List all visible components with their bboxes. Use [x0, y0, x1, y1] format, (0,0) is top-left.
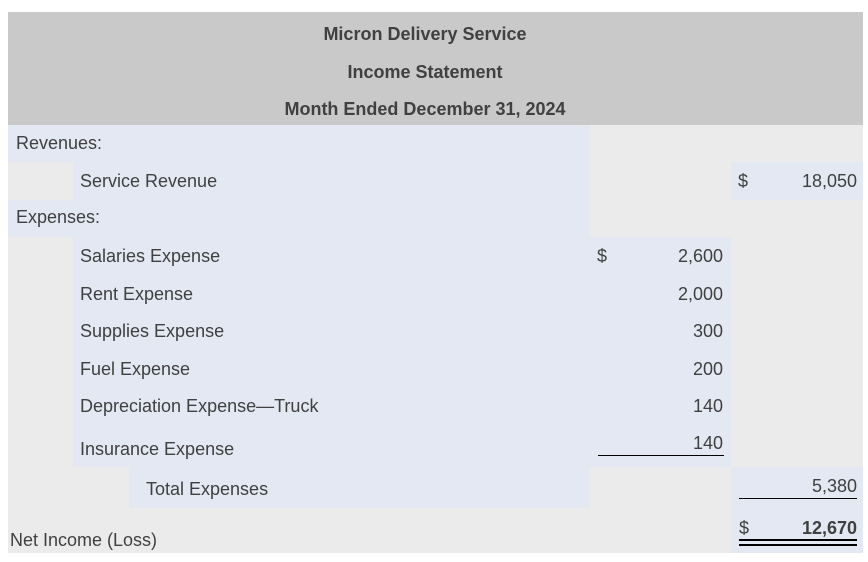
net-income-amount: 12,670	[801, 518, 857, 538]
expense-label-insurance: Insurance Expense	[80, 439, 235, 459]
expense-currency-salaries: $	[597, 246, 608, 266]
service-revenue-label-cell: Service Revenue	[73, 162, 590, 200]
total-expenses-amount-cell: 5,380 $ 12,670	[731, 467, 863, 553]
expense-label-rent: Rent Expense	[80, 284, 194, 304]
revenues-heading-cell: Revenues:	[8, 125, 590, 162]
statement-header: Micron Delivery Service Income Statement…	[8, 12, 863, 125]
expenses-heading-cell: Expenses:	[8, 200, 590, 237]
statement-period: Month Ended December 31, 2024	[284, 99, 566, 119]
income-statement: Micron Delivery Service Income Statement…	[8, 12, 863, 553]
total-expenses-amount: 5,380	[811, 476, 857, 496]
expense-amount-rent: 2,000	[677, 284, 723, 304]
statement-title: Income Statement	[347, 62, 503, 82]
expense-amounts-block	[590, 237, 731, 467]
expense-amount-fuel: 200	[692, 359, 723, 379]
expense-amount-supplies: 300	[692, 321, 723, 341]
revenues-heading: Revenues:	[16, 133, 103, 153]
expense-labels-block	[73, 237, 590, 467]
service-revenue-amount: 18,050	[801, 171, 857, 191]
service-revenue-label: Service Revenue	[80, 171, 218, 191]
total-expenses-underline	[739, 498, 857, 499]
net-income-double-underline	[739, 539, 857, 546]
net-income-label: Net Income (Loss)	[10, 530, 158, 550]
total-expenses-label-cell: Total Expenses	[129, 467, 590, 508]
expense-amount-depreciation: 140	[692, 396, 723, 416]
expense-label-salaries: Salaries Expense	[80, 246, 221, 266]
service-revenue-amount-cell: $ 18,050	[731, 162, 863, 200]
expense-label-supplies: Supplies Expense	[80, 321, 225, 341]
company-name: Micron Delivery Service	[323, 24, 527, 44]
expense-amount-insurance: 140	[692, 433, 723, 453]
insurance-underline	[598, 455, 724, 456]
expense-amount-salaries: 2,600	[677, 246, 723, 266]
expenses-heading: Expenses:	[16, 207, 101, 227]
expense-label-fuel: Fuel Expense	[80, 359, 191, 379]
net-income-currency: $	[739, 518, 750, 538]
total-expenses-label: Total Expenses	[146, 479, 269, 499]
expense-label-depreciation: Depreciation Expense—Truck	[80, 396, 319, 416]
service-revenue-currency: $	[738, 171, 749, 191]
